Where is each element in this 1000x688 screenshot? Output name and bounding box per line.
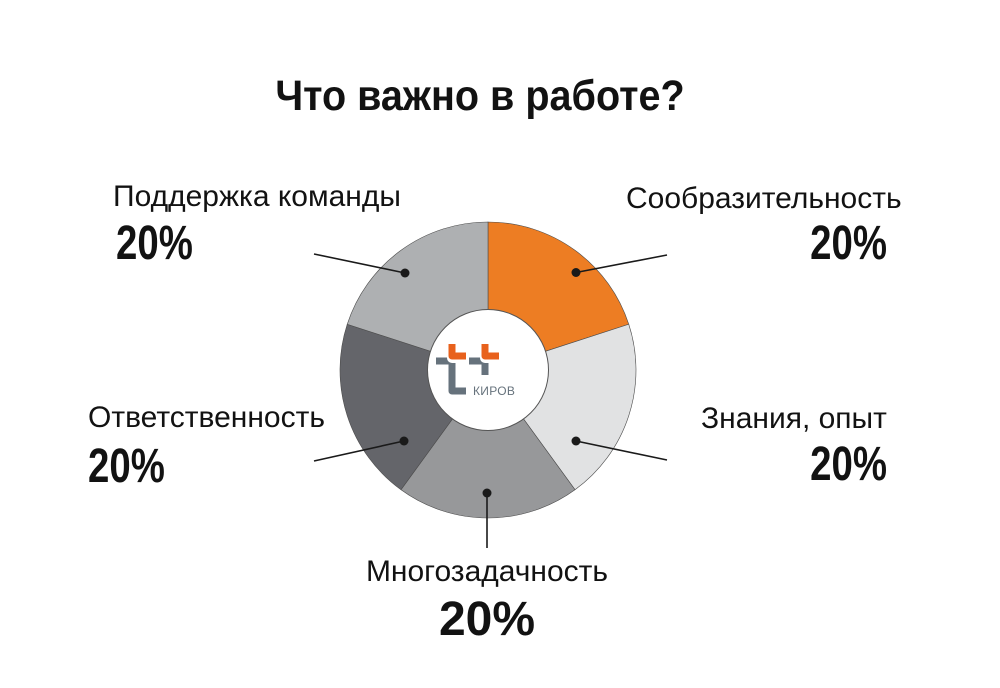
svg-text:КИРОВ: КИРОВ (473, 384, 515, 398)
